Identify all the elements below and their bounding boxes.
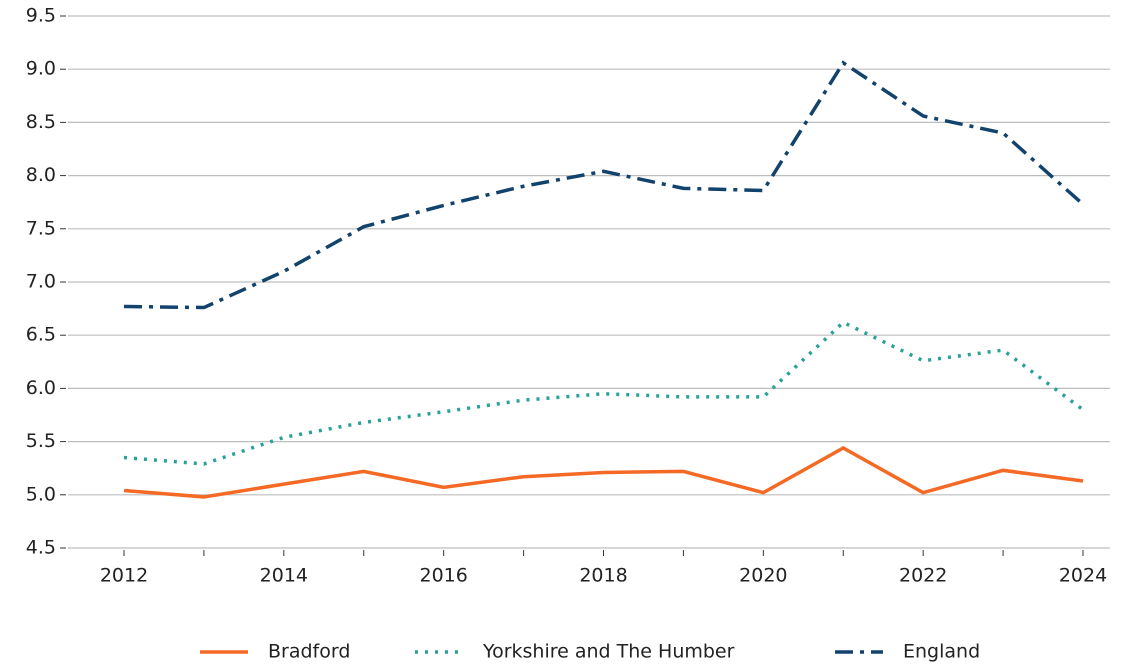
y-tick-label: 8.0 (26, 164, 56, 186)
y-tick-label: 6.5 (26, 324, 56, 346)
x-tick-label: 2022 (899, 565, 947, 587)
x-tick-label: 2012 (100, 565, 148, 587)
x-tick-label: 2014 (260, 565, 308, 587)
legend-label: Yorkshire and The Humber (482, 641, 735, 663)
legend-label: England (903, 641, 980, 663)
series-line (123, 445, 1084, 499)
y-tick-label: 7.5 (26, 217, 56, 239)
x-tick-label: 2024 (1059, 565, 1107, 587)
y-tick-label: 6.0 (26, 377, 56, 399)
x-tick-label: 2020 (739, 565, 787, 587)
y-tick-label: 4.5 (26, 537, 56, 559)
series-line (123, 320, 1085, 466)
y-tick-label: 9.5 (26, 5, 56, 27)
series-line (123, 60, 1085, 310)
y-tick-label: 8.5 (26, 111, 56, 133)
y-tick-label: 9.0 (26, 58, 56, 80)
x-tick-label: 2016 (419, 565, 467, 587)
legend-label: Bradford (268, 641, 350, 663)
y-tick-label: 5.5 (26, 430, 56, 452)
y-tick-label: 7.0 (26, 271, 56, 293)
x-tick-label: 2018 (579, 565, 627, 587)
y-tick-label: 5.0 (26, 483, 56, 505)
